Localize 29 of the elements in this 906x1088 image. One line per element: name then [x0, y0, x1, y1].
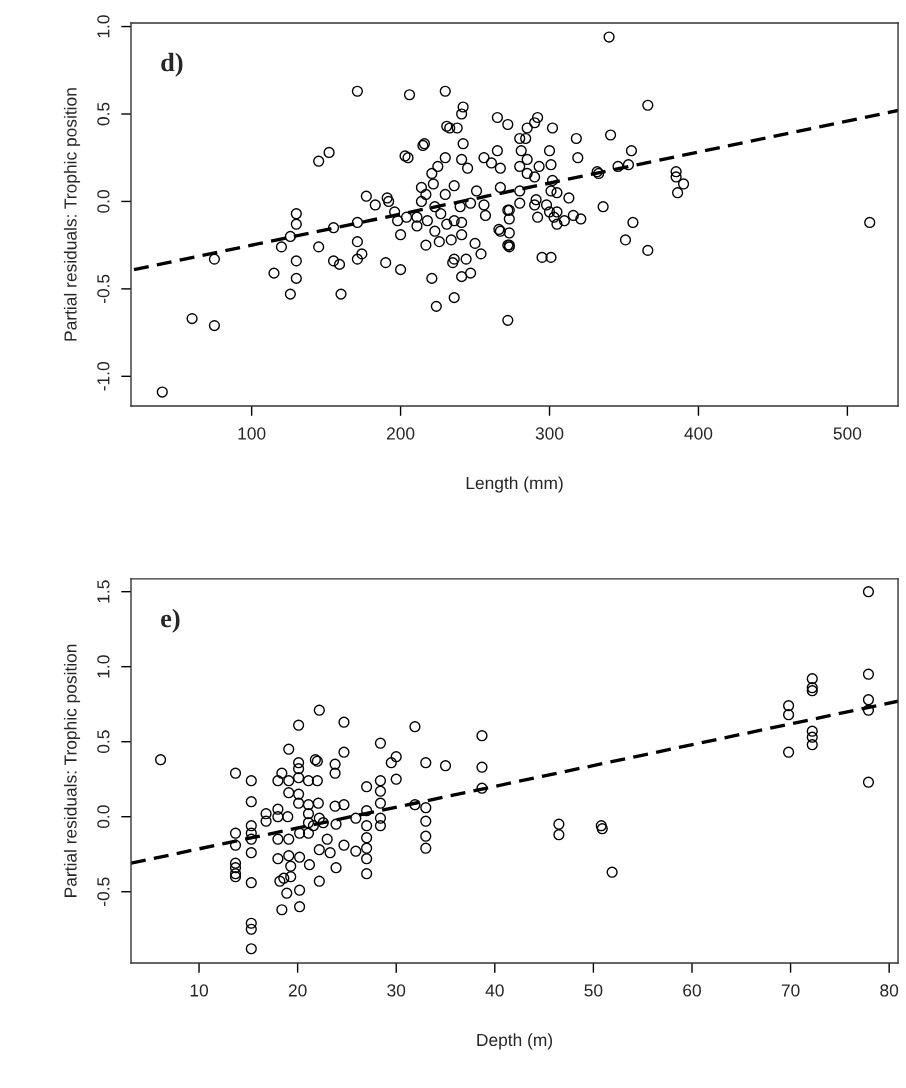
y-tick-label: 0.5	[97, 102, 110, 126]
x-tick-label: 70	[781, 984, 800, 997]
y-tick-label: 1.5	[97, 580, 110, 603]
y-axis-title: Partial residuals: Trophic position	[63, 88, 81, 341]
x-tick-label: 400	[684, 427, 713, 440]
y-tick-label: -1.0	[97, 362, 110, 391]
x-tick-label: 30	[387, 984, 406, 997]
y-tick-label: 0.5	[97, 730, 110, 754]
x-tick-label: 80	[880, 984, 899, 997]
x-tick-label: 40	[485, 984, 504, 997]
y-tick-label: 0.0	[97, 190, 110, 213]
x-tick-label: 300	[535, 427, 564, 440]
annotation: d)	[161, 52, 183, 77]
x-tick-label: 20	[288, 984, 307, 997]
x-tick-label: 50	[584, 984, 603, 997]
x-tick-label: 500	[833, 427, 862, 440]
x-axis-title: Length (mm)	[466, 476, 563, 493]
y-tick-label: -0.5	[97, 274, 110, 304]
annotation: e)	[161, 608, 180, 633]
x-tick-label: 200	[386, 427, 415, 440]
y-tick-label: 0.0	[97, 805, 110, 829]
x-tick-label: 10	[190, 984, 209, 997]
y-axis-title: Partial residuals: Trophic position	[63, 644, 81, 897]
y-tick-label: 1.0	[97, 15, 110, 38]
y-tick-label: 1.0	[97, 655, 110, 678]
y-tick-label: -0.5	[97, 877, 110, 906]
x-tick-label: 100	[238, 427, 266, 440]
x-tick-label: 60	[683, 984, 701, 997]
x-axis-title: Depth (m)	[477, 1033, 553, 1050]
